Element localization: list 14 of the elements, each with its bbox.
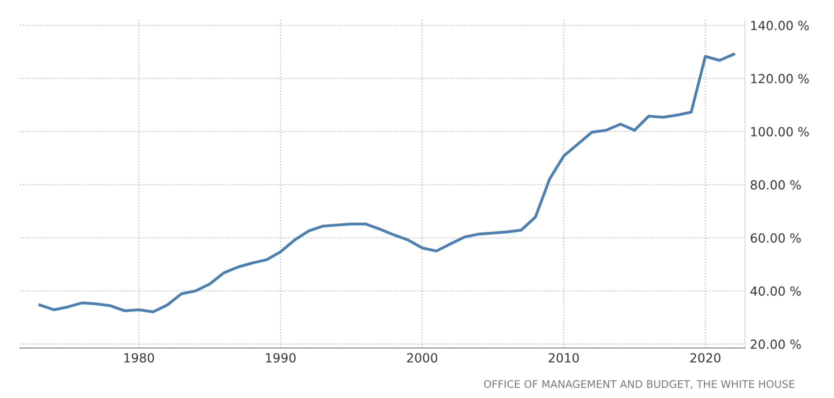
x-tick-label: 2010 [548, 353, 579, 363]
text: OFFICE OF MANAGEMENT AND BUDGET, THE WHITE HOUSE [484, 380, 794, 390]
x-tick-label: 2020 [690, 353, 720, 363]
x-tick-label: 1990 [266, 353, 296, 363]
y-tick-label: 100.00 % [751, 127, 809, 136]
y-tick-label: 20.00 % [750, 339, 801, 349]
y-tick-label: 60.00 % [750, 233, 801, 243]
line-series [38, 52, 736, 314]
y-tick-label: 120.00 % [751, 74, 809, 84]
y-tick-label: 40.00 % [750, 286, 801, 296]
y-tick-label: 140.00 % [751, 20, 809, 30]
x-tick-label: 2000 [407, 353, 438, 363]
y-tick-label: 80.00 % [750, 180, 801, 190]
x-tick-label: 1980 [124, 353, 154, 363]
